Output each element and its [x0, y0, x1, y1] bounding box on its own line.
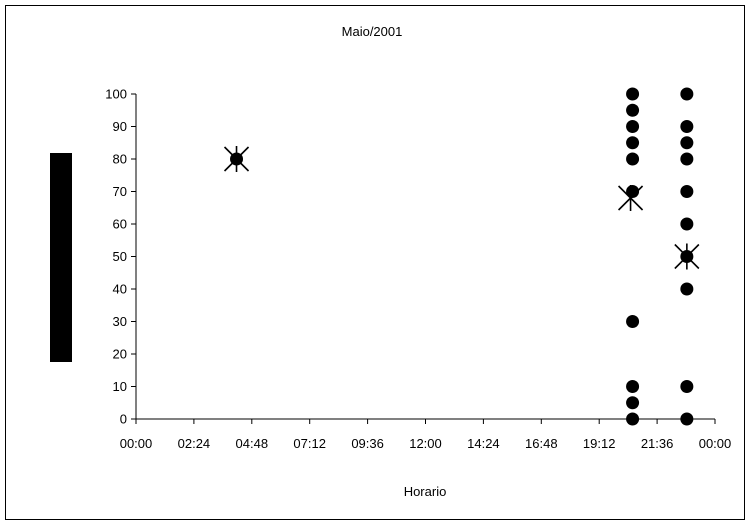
y-tick-label: 40 — [113, 282, 127, 297]
data-point — [680, 136, 694, 150]
data-point — [680, 120, 694, 133]
data-point — [626, 396, 640, 410]
x-tick-label: 19:12 — [583, 436, 616, 451]
chart-title: Maio/2001 — [342, 24, 403, 39]
data-point — [626, 380, 640, 393]
data-point — [626, 136, 640, 150]
x-tick-label: 07:12 — [293, 436, 326, 451]
y-tick-label: 100 — [105, 87, 127, 102]
data-point — [680, 412, 694, 426]
data-point — [626, 103, 640, 117]
x-tick-label: 02:24 — [178, 436, 211, 451]
x-axis-title: Horario — [404, 484, 447, 499]
y-tick-label: 50 — [113, 249, 127, 264]
mean-star-marker — [674, 243, 700, 270]
data-point — [680, 282, 694, 296]
x-tick-label: 04:48 — [236, 436, 269, 451]
data-point — [626, 315, 640, 328]
y-tick-label: 70 — [113, 184, 127, 199]
mean-star-marker — [617, 185, 644, 211]
x-tick-label: 00:00 — [120, 436, 153, 451]
data-point — [626, 120, 640, 133]
y-tick-label: 60 — [113, 217, 127, 232]
data-point — [680, 152, 694, 166]
y-tick-label: 90 — [113, 119, 127, 134]
data-point — [680, 380, 694, 393]
x-tick-label: 21:36 — [641, 436, 674, 451]
data-point — [680, 185, 694, 198]
data-point — [626, 87, 640, 101]
x-axis: 00:00 02:24 04:48 07:12 09:36 12:00 14:24 16:48… — [120, 418, 732, 451]
x-tick-label: 00:00 — [699, 436, 732, 451]
data-point — [626, 185, 640, 198]
y-tick-label: 10 — [113, 379, 127, 394]
y-tick-label: 0 — [120, 412, 127, 427]
data-point — [626, 152, 640, 166]
x-tick-label: 16:48 — [525, 436, 558, 451]
y-tick-label: 30 — [113, 314, 127, 329]
x-tick-label: 14:24 — [467, 436, 500, 451]
data-point — [680, 217, 694, 231]
chart-frame — [5, 5, 745, 520]
y-tick-label: 80 — [113, 152, 127, 167]
plot-area — [223, 87, 700, 426]
y-tick-label: 20 — [113, 347, 127, 362]
data-point — [680, 87, 694, 101]
x-tick-label: 12:00 — [409, 436, 442, 451]
mean-star-marker — [223, 146, 250, 172]
data-point — [626, 412, 640, 426]
x-tick-label: 09:36 — [351, 436, 384, 451]
y-axis: 0 10 20 30 40 50 60 70 80 90 100 — [105, 87, 137, 427]
left-black-bar — [50, 153, 72, 362]
